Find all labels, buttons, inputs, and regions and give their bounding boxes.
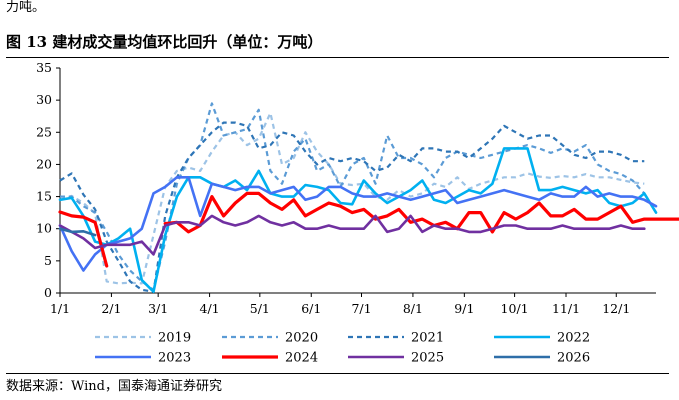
series-line-2024b [163,191,679,234]
x-tick-label: 1/1 [50,301,70,316]
legend-label: 2021 [411,331,444,346]
x-tick-label: 11/1 [552,301,580,316]
legend-item-2020: 2020 [222,331,318,346]
legend-label: 2025 [411,351,444,366]
y-tick-label: 15 [36,189,52,204]
series-line-2022 [58,147,658,294]
x-tick-label: 8/1 [403,301,423,316]
y-tick-label: 25 [36,124,52,139]
x-tick-label: 10/1 [501,301,529,316]
source-note: 数据来源：Wind，国泰海通证券研究 [6,379,222,394]
y-tick-label: 35 [36,60,52,75]
x-tick-label: 4/1 [200,301,220,316]
x-tick-label: 9/1 [454,301,474,316]
figure-title: 图 13 建材成交量均值环比回升（单位：万吨） [6,32,322,52]
x-tick-label: 2/1 [101,301,121,316]
legend-label: 2019 [158,331,191,346]
series-line-2024 [58,210,109,268]
legend-label: 2023 [158,351,191,366]
legend-item-2026: 2026 [494,351,590,366]
legend-item-2021: 2021 [348,331,444,346]
chart-axes: 0 5 10 15 20 25 30 35 1/1 2/1 3/1 4/1 5/1 6/1 7/1 8/1 9/… [36,60,656,316]
chart-series-lines [58,102,679,294]
legend-item-2025: 2025 [348,351,444,366]
legend-item-2022: 2022 [494,331,590,346]
figure-title-text: 建材成交量均值环比回升（单位：万吨） [52,33,323,51]
x-tick-label: 5/1 [250,301,270,316]
source-rule [6,373,669,374]
legend-label: 2024 [285,351,318,366]
legend-item-2023: 2023 [95,351,191,366]
legend-label: 2026 [557,351,590,366]
x-tick-label: 12/1 [602,301,630,316]
series-line-2020 [60,102,646,291]
series-line-2025 [58,214,646,256]
series-line-2023 [58,176,658,272]
legend-label: 2020 [285,331,318,346]
series-line-2019 [59,111,645,285]
y-tick-label: 30 [36,92,52,107]
intro-text: 力吨。 [6,0,46,15]
legend-label: 2022 [557,331,590,346]
title-rule [6,57,669,58]
chart-legend: 2019 2020 2021 2022 2023 2024 2025 2026 [95,331,590,366]
series-line-2026 [58,227,97,237]
legend-item-2024: 2024 [222,351,318,366]
legend-item-2019: 2019 [95,331,191,346]
y-tick-label: 5 [44,253,52,268]
figure-number: 图 13 [6,33,48,51]
series-line-2021 [59,121,645,293]
x-tick-label: 7/1 [351,301,371,316]
y-tick-label: 0 [44,285,52,300]
x-tick-label: 3/1 [148,301,168,316]
x-tick-label: 6/1 [301,301,321,316]
y-tick-label: 10 [36,221,52,236]
y-tick-label: 20 [36,156,52,171]
